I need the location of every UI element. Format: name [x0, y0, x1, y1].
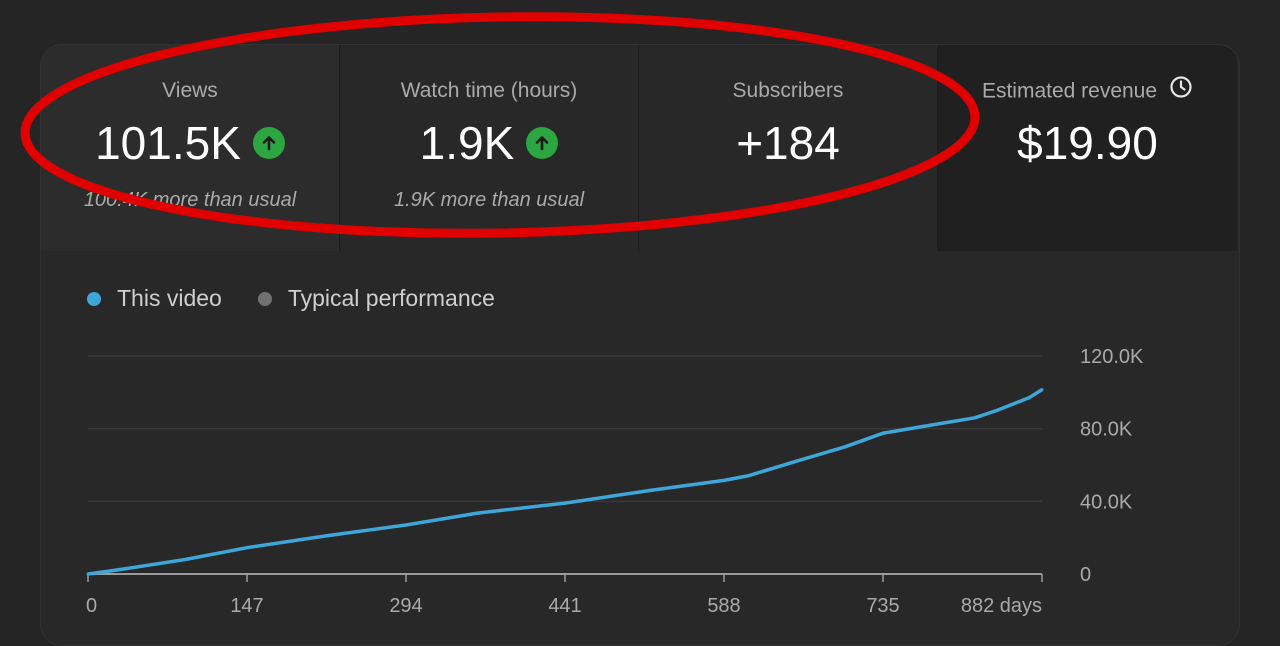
- views-line-chart: 0 40.0K 80.0K 120.0K 0 147 294 441 588 735 882 day…: [86, 346, 1144, 617]
- metric-value: $19.90: [1017, 117, 1158, 169]
- data-point: [1040, 388, 1044, 392]
- data-point: [995, 409, 999, 412]
- legend-dot: [87, 291, 101, 306]
- data-point: [800, 458, 804, 462]
- data-point: [475, 511, 479, 515]
- legend-item-this-video[interactable]: This video: [87, 285, 222, 312]
- data-point: [722, 478, 726, 482]
- data-point: [973, 416, 977, 420]
- x-tick-label: 588: [707, 595, 740, 617]
- data-point: [563, 501, 567, 505]
- y-tick-label: 80.0K: [1080, 419, 1133, 441]
- legend-item-typical[interactable]: Typical performance: [257, 285, 495, 312]
- chart-legend: This video Typical performance: [87, 285, 531, 312]
- data-point: [746, 474, 750, 478]
- data-point: [324, 534, 328, 538]
- data-point: [881, 431, 885, 435]
- x-tick-label: 294: [389, 595, 422, 617]
- data-point: [118, 567, 122, 571]
- data-point: [930, 423, 934, 427]
- y-tick-label: 120.0K: [1080, 346, 1144, 368]
- data-point: [183, 557, 187, 561]
- x-tick-label: 147: [230, 595, 263, 617]
- metric-value-row: $19.90: [938, 117, 1237, 169]
- data-point: [648, 488, 652, 492]
- data-point: [1027, 396, 1031, 400]
- legend-label: This video: [117, 285, 222, 311]
- data-point: [86, 572, 90, 576]
- y-tick-label: 0: [1080, 564, 1091, 586]
- x-tick-label: 882 days: [961, 595, 1042, 617]
- legend-dot: [257, 291, 272, 306]
- metric-label: Estimated revenue: [981, 79, 1158, 103]
- data-point: [843, 445, 847, 449]
- x-tick-label: 735: [866, 595, 899, 617]
- metric-label-row: Estimated revenue: [938, 76, 1237, 105]
- legend-label: Typical performance: [287, 285, 495, 311]
- metric-tab-revenue[interactable]: Estimated revenue $19.90: [938, 45, 1237, 251]
- clock-icon[interactable]: [1169, 75, 1193, 105]
- data-point: [404, 523, 408, 527]
- x-tick-label: 441: [548, 595, 581, 617]
- data-point: [245, 546, 249, 550]
- x-tick-label: 0: [86, 595, 97, 617]
- y-tick-label: 40.0K: [1080, 491, 1133, 513]
- series-line-this-video[interactable]: [87, 388, 1043, 576]
